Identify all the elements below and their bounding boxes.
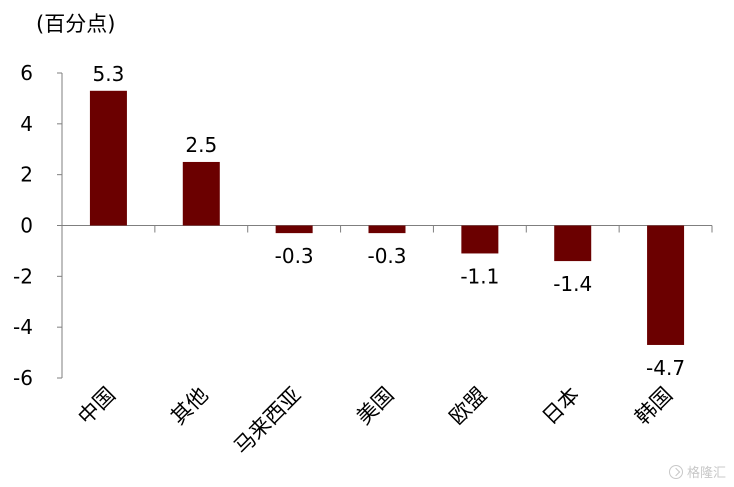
bar	[647, 225, 685, 345]
bar	[182, 161, 220, 226]
y-tick-label: 6	[20, 61, 33, 85]
y-tick-label: -2	[13, 264, 33, 288]
data-label: 5.3	[93, 62, 125, 86]
bar	[275, 225, 313, 234]
y-tick-label: 0	[20, 214, 33, 238]
y-tick-label: -6	[13, 366, 33, 390]
bar	[368, 225, 406, 234]
data-label: -4.7	[646, 356, 685, 380]
data-label: 2.5	[185, 133, 217, 157]
watermark: 格隆汇	[668, 462, 726, 481]
category-label: 马来西亚	[229, 383, 305, 459]
category-label: 美国	[352, 383, 399, 430]
y-tick-label: -4	[13, 315, 33, 339]
watermark-text: 格隆汇	[686, 466, 726, 481]
y-tick-label: 4	[20, 112, 33, 136]
y-axis-label: (百分点)	[36, 12, 116, 36]
category-label: 其他	[166, 383, 213, 430]
category-label: 中国	[73, 383, 120, 430]
data-label: -1.1	[460, 264, 499, 288]
category-label: 日本	[538, 383, 585, 430]
bar	[554, 225, 592, 262]
data-label: -0.3	[367, 244, 406, 268]
data-label: -0.3	[275, 244, 314, 268]
category-label: 韩国	[630, 383, 677, 430]
bar	[461, 225, 499, 254]
category-label: 欧盟	[445, 383, 492, 430]
watermark-logo-icon	[668, 464, 683, 479]
data-label: -1.4	[553, 272, 592, 296]
bar	[89, 90, 127, 226]
y-tick-label: 2	[20, 163, 33, 187]
